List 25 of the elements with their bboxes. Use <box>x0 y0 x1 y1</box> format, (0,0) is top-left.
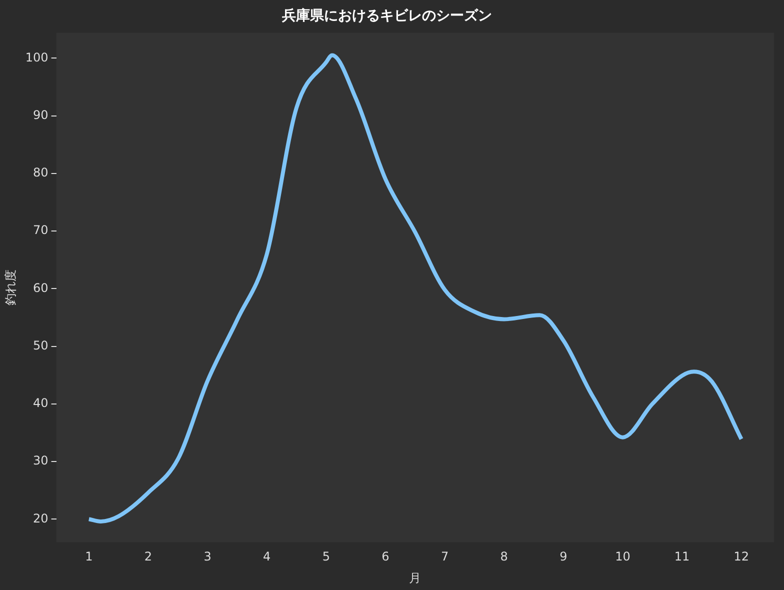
x-tick-label: 6 <box>382 550 390 564</box>
x-tick-label: 9 <box>560 550 568 564</box>
y-tick-label: 50 <box>33 338 48 352</box>
x-tick-label: 2 <box>144 550 152 564</box>
x-tick-label: 1 <box>85 550 93 564</box>
y-axis-title: 釣れ度 <box>3 270 18 306</box>
x-tick-label: 8 <box>500 550 508 564</box>
x-tick-label: 10 <box>615 550 630 564</box>
x-tick-label: 5 <box>322 550 330 564</box>
y-tick-label: 80 <box>33 166 48 180</box>
line-series <box>86 53 744 524</box>
y-tick-label: 90 <box>33 108 48 122</box>
x-tick-label: 7 <box>440 550 449 564</box>
x-tick-label: 4 <box>263 550 271 564</box>
y-tick-label: 20 <box>33 511 48 526</box>
x-tick-label: 3 <box>204 550 212 564</box>
y-tick-label: 100 <box>25 50 48 64</box>
y-tick-label: 30 <box>33 454 48 468</box>
y-tick-label: 60 <box>33 280 48 295</box>
x-tick-label: 11 <box>674 550 690 564</box>
x-tick-label: 12 <box>734 550 750 564</box>
x-axis-title: 月 <box>409 570 422 585</box>
y-tick-label: 40 <box>33 396 48 410</box>
y-tick-label: 70 <box>33 223 48 238</box>
chart-title: 兵庫県におけるキビレのシーズン <box>281 7 492 24</box>
